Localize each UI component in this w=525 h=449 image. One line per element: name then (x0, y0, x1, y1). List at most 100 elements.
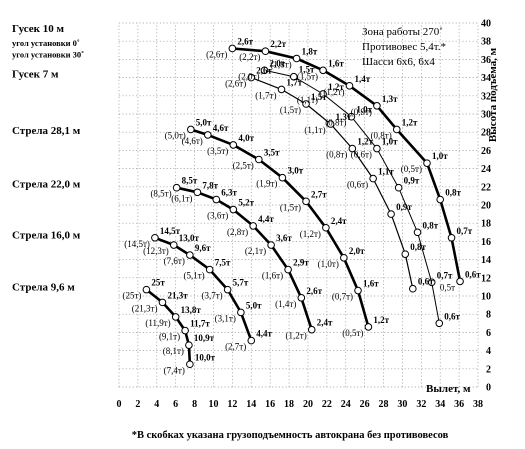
y-tick-label: 28 (481, 128, 491, 139)
point-label: 2,7т (311, 189, 327, 199)
y-tick-label: 2 (486, 364, 491, 375)
point-label-no-counterweight: (0,9т) (351, 107, 372, 117)
info-line-counterweight: Противовес 5,4т.* (362, 41, 446, 53)
data-point (284, 265, 292, 274)
x-tick-label: 22 (322, 399, 332, 410)
point-label: 7,8т (202, 180, 218, 190)
point-label: 1,4т (355, 74, 371, 84)
point-label-no-counterweight: (3,6т) (207, 211, 228, 221)
data-point (413, 228, 422, 237)
point-label-no-counterweight: (0,8т) (326, 150, 347, 160)
point-label-no-counterweight: (1,7т) (255, 90, 276, 100)
boom-label: Стрела 28,1 м (12, 125, 81, 137)
data-point (255, 155, 263, 164)
y-tick-label: 36 (481, 55, 491, 66)
data-point (373, 102, 381, 110)
data-point (158, 298, 167, 307)
point-label: 2,9т (293, 258, 309, 268)
x-tick-label: 32 (416, 399, 426, 410)
point-label: 2,4т (331, 216, 347, 226)
y-tick-label: 0 (486, 383, 491, 394)
point-label: 10,9т (194, 333, 215, 343)
data-point (171, 313, 180, 321)
data-point (187, 125, 195, 134)
data-point (247, 73, 256, 82)
y-tick-label: 20 (481, 201, 491, 212)
series-line (190, 128, 370, 328)
x-tick-label: 0 (117, 399, 122, 410)
point-label-no-counterweight: (25т) (122, 291, 141, 301)
info-line-work-zone: Зона работы 270˚ (362, 26, 443, 38)
point-label: 9,6т (195, 243, 211, 253)
boom-label: угол установки 0˚ (12, 38, 80, 48)
data-point (278, 173, 287, 182)
x-tick-label: 28 (379, 399, 389, 410)
point-label: 5,0т (196, 117, 212, 127)
point-label: 5,2т (238, 198, 254, 208)
x-tick-label: 6 (173, 399, 178, 410)
point-label: 1,2т (402, 117, 418, 127)
boom-label: Гусек 10 м (12, 23, 64, 35)
data-point (169, 241, 178, 249)
point-label-no-counterweight: (2,1т) (245, 246, 266, 256)
data-point (186, 251, 194, 259)
point-label: 1,5т (311, 92, 327, 102)
point-label-no-counterweight: (8,1т) (163, 346, 184, 356)
point-label: 1,0т (356, 105, 372, 115)
point-label: 14,5т (160, 226, 181, 236)
point-label: 1,7т (286, 77, 302, 87)
point-label: 25т (151, 278, 165, 288)
point-label-no-counterweight: (2,7т) (225, 342, 246, 352)
data-point (394, 183, 403, 192)
point-label-no-counterweight: (1,5т) (297, 71, 318, 81)
point-label-no-counterweight: (14,5т) (124, 239, 150, 249)
point-label-no-counterweight: (0,8т) (371, 130, 392, 140)
data-point (456, 277, 464, 286)
point-label-no-counterweight: (1,8т) (270, 59, 291, 69)
point-label: 4,0т (238, 133, 254, 143)
point-label: 2,2т (270, 39, 286, 49)
point-label-no-counterweight: (5,0т) (165, 130, 186, 140)
point-label: 13,8т (181, 305, 202, 315)
axes: 0 2 4 6 8 10 12 14 16 18 20 22 24 26 28 30 32 34 36 3802468… (117, 19, 492, 411)
point-label-no-counterweight: (0,5т) (401, 164, 422, 174)
y-tick-label: 40 (481, 19, 491, 30)
x-tick-label: 20 (303, 399, 313, 410)
point-label-no-counterweight: (3,7т) (201, 291, 222, 301)
data-point (151, 233, 159, 242)
point-label: 1,0т (432, 151, 448, 161)
boom-label: Стрела 22,0 м (12, 179, 81, 191)
data-point (267, 241, 275, 249)
point-label-no-counterweight: (0,6т) (347, 180, 368, 190)
data-point (302, 197, 310, 206)
point-label-no-counterweight: (1,5т) (280, 105, 301, 115)
data-point (229, 205, 238, 214)
point-label-no-counterweight: (7,4т) (164, 365, 185, 375)
point-label: 0,8т (445, 188, 461, 198)
y-axis-title: Высота подъема, м (487, 47, 499, 142)
y-tick-label: 38 (481, 37, 491, 48)
point-label-no-counterweight: (2,2т) (239, 52, 260, 62)
data-point (172, 183, 181, 192)
point-label-no-counterweight: (9,1т) (159, 332, 180, 342)
point-label-no-counterweight: (1,4т) (275, 299, 296, 309)
point-label-no-counterweight: (2,6т) (225, 79, 246, 89)
point-label: 3,6т (276, 233, 292, 243)
y-tick-label: 34 (481, 73, 491, 84)
data-point (292, 54, 301, 63)
x-tick-label: 2 (135, 399, 140, 410)
point-label: 10,0т (195, 352, 216, 362)
y-tick-label: 16 (481, 237, 491, 248)
data-point (302, 100, 310, 108)
y-tick-label: 18 (481, 219, 491, 230)
data-point (249, 222, 257, 230)
point-label: 8,5т (182, 176, 198, 186)
point-label-no-counterweight: (8,5т) (150, 189, 171, 199)
point-label-no-counterweight: (4,6т) (182, 136, 203, 146)
y-tick-label: 32 (481, 91, 491, 102)
point-label-no-counterweight: (21,3т) (132, 303, 158, 313)
data-point (369, 174, 377, 183)
point-label-no-counterweight: (0,5т) (342, 328, 363, 338)
point-label-no-counterweight: (3,5т) (207, 146, 228, 156)
